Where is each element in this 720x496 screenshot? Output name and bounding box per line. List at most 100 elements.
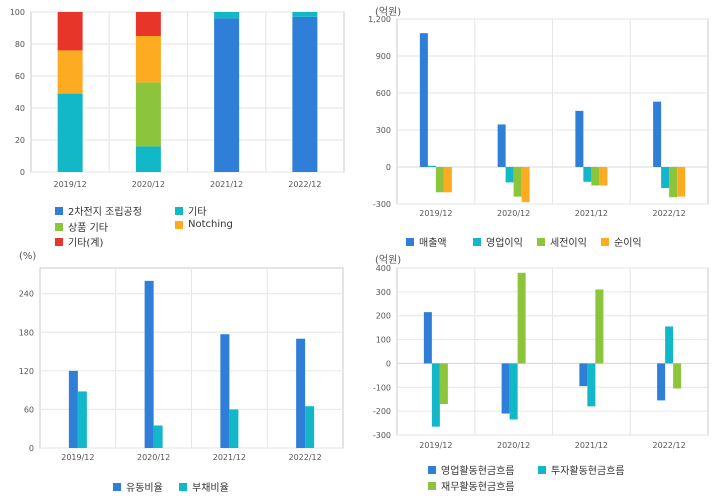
cashflow-ytick-label: -300 — [373, 431, 391, 440]
composition-legend-item[interactable]: 2차전지 조립공정 — [55, 203, 142, 218]
cashflow-legend-item[interactable]: 투자활동현금흐름 — [538, 462, 625, 477]
composition-bar — [292, 16, 318, 172]
profit-bar — [427, 165, 436, 167]
composition-ytick-label: 80 — [15, 40, 25, 49]
profit-legend-label: 매출액 — [419, 238, 447, 249]
composition-bar — [135, 82, 161, 147]
composition-bar — [57, 12, 83, 51]
ratio-ytick-label: 0 — [29, 444, 34, 453]
composition-legend-label: 기타 — [188, 207, 207, 218]
profit-legend-item[interactable]: 순이익 — [601, 234, 642, 249]
profit-bar — [677, 167, 686, 197]
ratio-ytick-label: 180 — [19, 328, 34, 337]
ratio-legend-label: 부채비율 — [192, 483, 229, 494]
ratio-bar — [144, 280, 154, 448]
composition-legend-item[interactable]: Notching — [175, 219, 233, 230]
composition-legend-item[interactable]: 기타 — [175, 203, 206, 218]
composition-bar — [57, 50, 83, 94]
profit-ytick-label: -300 — [373, 200, 391, 209]
ratio-unit-label: (%) — [19, 251, 37, 262]
cashflow-bar — [587, 363, 596, 407]
ratio-bar — [77, 391, 87, 448]
composition-legend-label: Notching — [188, 219, 233, 230]
composition-legend-item[interactable]: 상품 기타 — [55, 219, 108, 234]
profit-bar — [591, 167, 600, 186]
cashflow-ytick-label: 400 — [376, 264, 391, 273]
profit-category-label: 2022/12 — [653, 209, 686, 218]
cashflow-bar — [509, 363, 518, 420]
composition-chart-svg: 0 20 40 60 80 100 2019/12 2020/12 2021/12 2022/12 — [10, 8, 345, 189]
profit-legend-item[interactable]: 매출액 — [406, 234, 447, 249]
cashflow-bar — [431, 363, 440, 427]
composition-legend-label: 기타(계) — [68, 238, 104, 249]
ratio-legend-swatch — [179, 482, 187, 491]
profit-bar — [583, 167, 592, 182]
ratio-ytick-label: 240 — [19, 290, 34, 299]
profit-legend-item[interactable]: 세전이익 — [537, 234, 587, 249]
profit-bar — [661, 167, 670, 188]
profit-bar — [521, 167, 530, 203]
profit-chart-svg: -300 0 300 600 900 1,200 2019/12 2020/12 2021/12… — [368, 15, 709, 218]
composition-category-label: 2022/12 — [288, 180, 321, 189]
ratio-category-label: 2022/12 — [289, 453, 322, 462]
cashflow-legend-label: 영업활동현금흐름 — [441, 466, 515, 477]
profit-legend-swatch — [406, 237, 414, 246]
composition-category-label: 2020/12 — [132, 180, 165, 189]
ratio-legend-item[interactable]: 부채비율 — [179, 479, 229, 494]
cashflow-bar — [501, 363, 510, 414]
ratio-category-label: 2020/12 — [137, 453, 170, 462]
ratio-bar — [68, 370, 78, 448]
profit-bar — [435, 167, 444, 193]
ratio-category-label: 2021/12 — [213, 453, 246, 462]
cashflow-category-label: 2020/12 — [497, 441, 530, 450]
cashflow-category-label: 2021/12 — [575, 441, 608, 450]
profit-ytick-label: 600 — [376, 89, 391, 98]
cashflow-legend-swatch — [538, 465, 546, 474]
composition-ytick-label: 0 — [20, 168, 25, 177]
composition-bar — [292, 12, 318, 17]
composition-ytick-label: 100 — [10, 8, 25, 17]
ratio-bar — [229, 409, 239, 448]
composition-bar — [57, 93, 83, 172]
ratio-legend-item[interactable]: 유동비율 — [113, 479, 163, 494]
profit-legend-label: 영업이익 — [486, 238, 523, 249]
ratio-chart: (%) 0 60 120 180 240 2019/12 2020/12 2021/12 202… — [0, 248, 360, 496]
profit-bar — [513, 167, 522, 197]
composition-legend-swatch — [175, 206, 183, 215]
ratio-category-label: 2019/12 — [61, 453, 94, 462]
ratio-ytick-label: 120 — [19, 367, 34, 376]
profit-category-label: 2020/12 — [497, 209, 530, 218]
ratio-bar — [296, 338, 306, 448]
composition-legend-swatch — [55, 222, 63, 231]
profit-legend-label: 순이익 — [614, 238, 642, 249]
composition-category-label: 2019/12 — [54, 180, 87, 189]
profit-legend-label: 세전이익 — [550, 238, 587, 249]
profit-legend-swatch — [601, 237, 609, 246]
cashflow-legend-swatch — [428, 465, 436, 474]
composition-bar — [135, 12, 161, 36]
cashflow-legend-swatch — [428, 481, 436, 490]
ratio-ytick-label: 60 — [24, 405, 34, 414]
cashflow-legend-item[interactable]: 영업활동현금흐름 — [428, 462, 515, 477]
ratio-bar — [153, 425, 163, 448]
profit-bar — [497, 124, 506, 167]
cashflow-bar — [595, 289, 604, 364]
cashflow-bar — [517, 272, 526, 364]
composition-legend-swatch — [55, 206, 63, 215]
cashflow-ytick-label: 0 — [386, 359, 391, 368]
profit-ytick-label: 0 — [386, 163, 391, 172]
ratio-legend-label: 유동비율 — [126, 483, 163, 494]
cashflow-bar — [579, 363, 588, 387]
profit-category-label: 2021/12 — [575, 209, 608, 218]
composition-bar — [214, 12, 240, 19]
profit-ytick-label: 1,200 — [368, 15, 391, 24]
profit-legend-swatch — [473, 237, 481, 246]
composition-legend-item[interactable]: 기타(계) — [55, 234, 103, 249]
composition-ytick-label: 60 — [15, 72, 25, 81]
profit-legend-item[interactable]: 영업이익 — [473, 234, 523, 249]
composition-ytick-label: 20 — [15, 136, 25, 145]
profit-legend-swatch — [537, 237, 545, 246]
profit-bar — [669, 167, 678, 198]
composition-ytick-label: 40 — [15, 104, 25, 113]
cashflow-legend-item[interactable]: 재무활동현금흐름 — [428, 478, 515, 493]
